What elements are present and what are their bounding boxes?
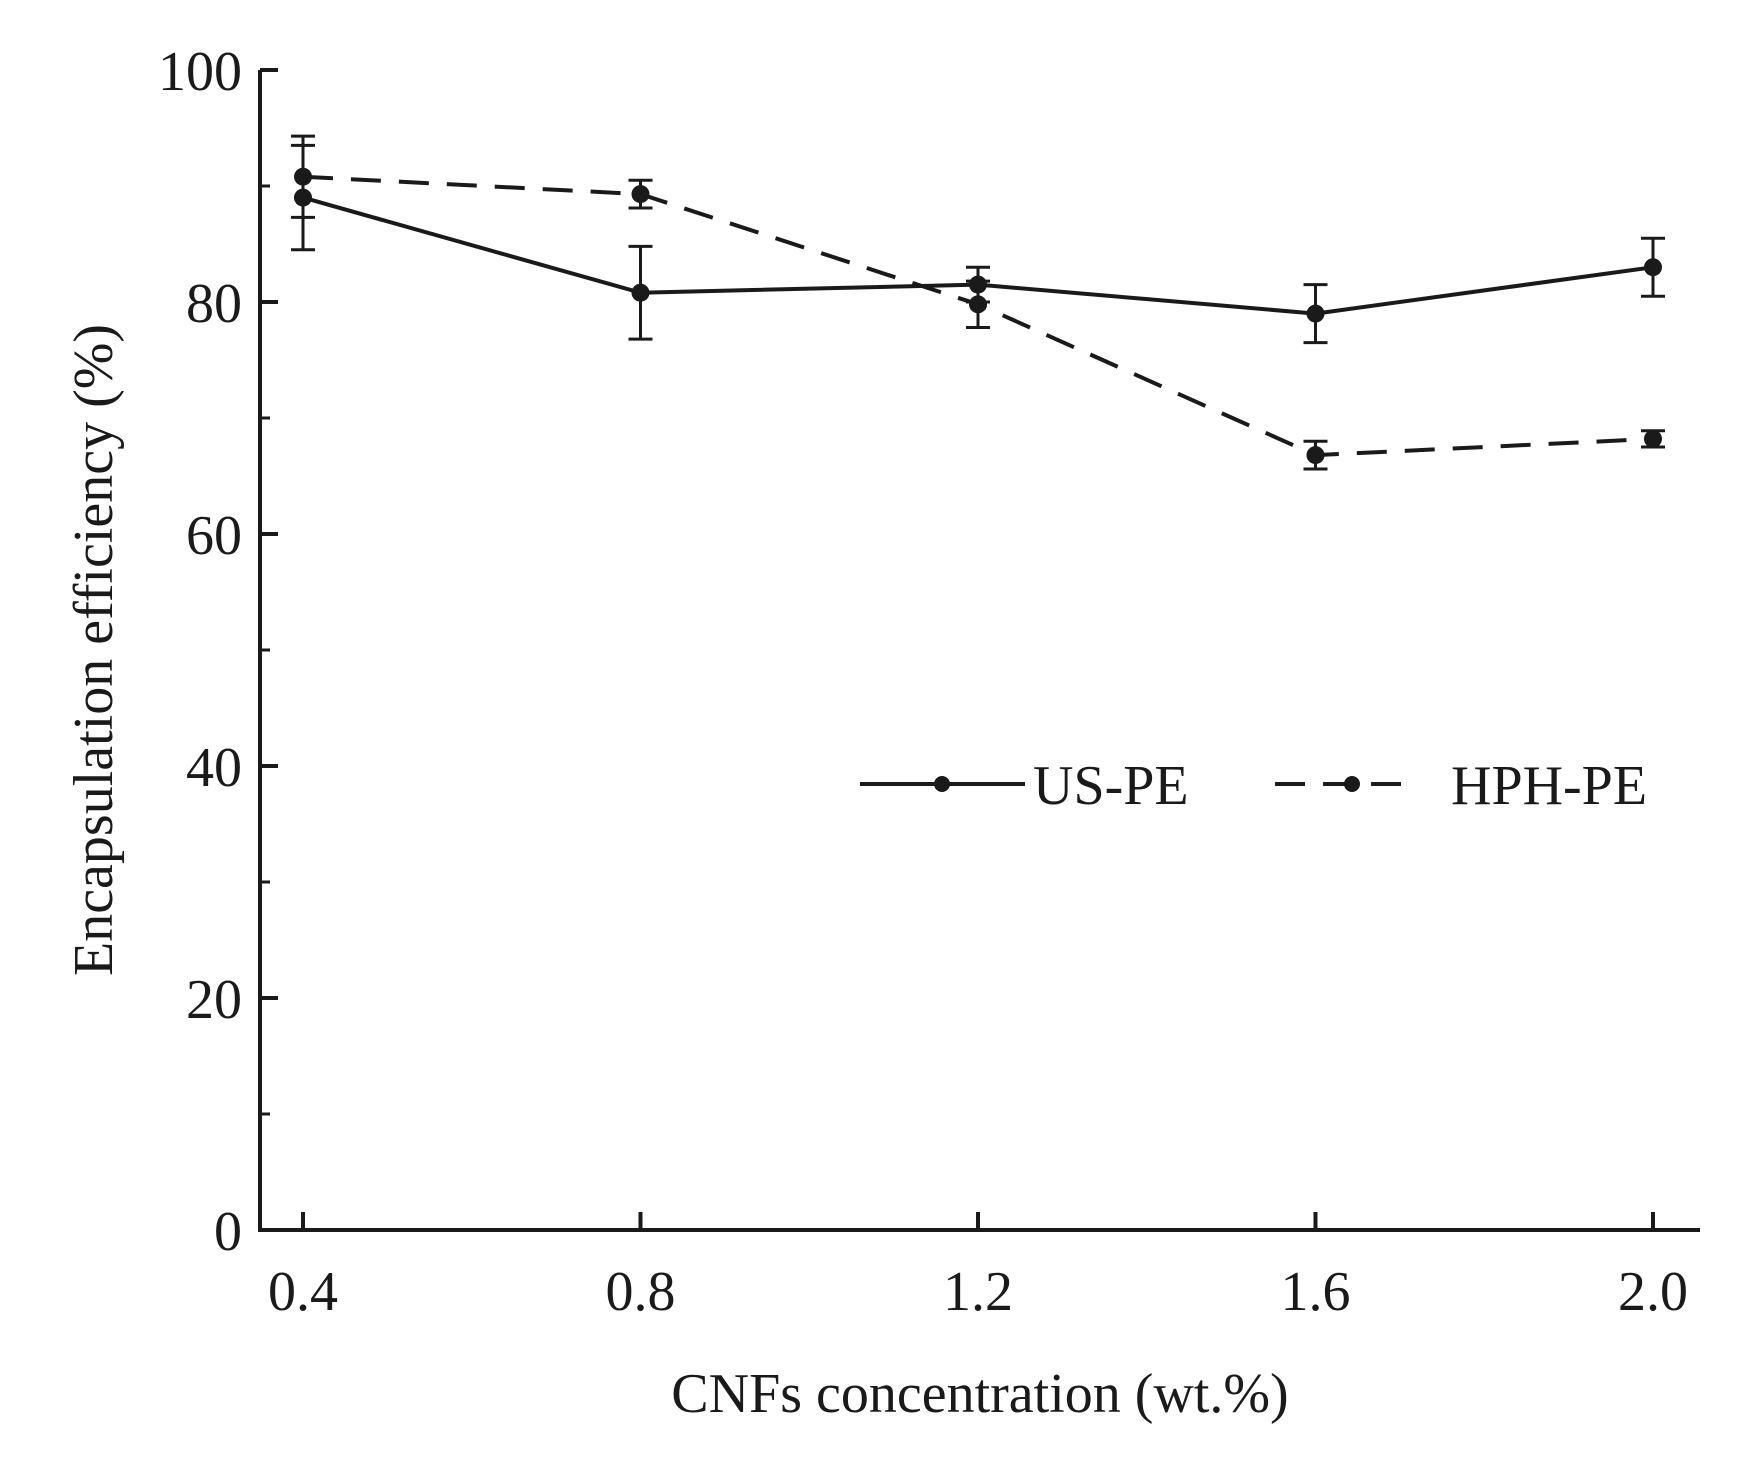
x-tick-label: 1.6 xyxy=(1281,1261,1351,1323)
y-tick-label: 100 xyxy=(158,41,242,103)
y-tick-label: 60 xyxy=(186,505,242,567)
x-tick-label: 0.8 xyxy=(606,1261,676,1323)
legend-hph-pe-marker xyxy=(1344,776,1360,792)
x-tick-label: 0.4 xyxy=(268,1261,338,1323)
series-hph-pe xyxy=(291,134,1665,471)
y-tick-label: 20 xyxy=(186,969,242,1031)
legend-us-pe-label: US-PE xyxy=(1033,755,1189,817)
data-point-hph-pe xyxy=(631,185,650,204)
legend-us-pe-marker xyxy=(934,776,950,792)
legend-hph-pe-label: HPH-PE xyxy=(1451,755,1647,817)
series-layer xyxy=(291,134,1665,471)
y-tick-label: 0 xyxy=(214,1201,242,1263)
plot-area: 0 20 40 60 80 100 0.4 0.8 1.2 1.6 2.0 xyxy=(158,41,1700,1323)
x-tick-label: 2.0 xyxy=(1618,1261,1688,1323)
data-point-hph-pe xyxy=(1644,429,1662,448)
y-tick-label: 80 xyxy=(186,273,242,335)
x-axis-title: CNFs concentration (wt.%) xyxy=(671,1363,1288,1425)
data-point-hph-pe xyxy=(969,295,987,314)
data-point-hph-pe xyxy=(1306,446,1325,465)
data-point-us-pe xyxy=(1644,258,1662,277)
legend: US-PE HPH-PE xyxy=(860,755,1647,817)
y-axis-title: Encapsulation efficiency (%) xyxy=(63,324,125,976)
x-tick-label: 1.2 xyxy=(943,1261,1013,1323)
data-point-us-pe xyxy=(631,283,650,302)
y-ticks: 0 20 40 60 80 100 xyxy=(158,41,278,1263)
x-ticks: 0.4 0.8 1.2 1.6 2.0 xyxy=(268,1212,1688,1323)
data-point-us-pe xyxy=(1306,304,1325,323)
data-point-hph-pe xyxy=(294,167,312,186)
y-tick-label: 40 xyxy=(186,737,242,799)
